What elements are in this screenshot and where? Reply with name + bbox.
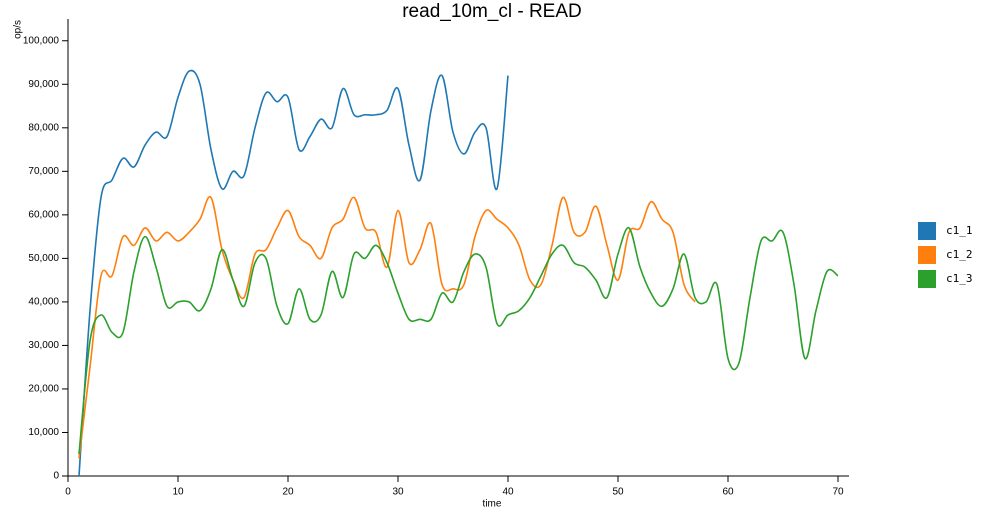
y-axis-label: op/s — [13, 20, 24, 39]
y-tick-label: 40,000 — [28, 297, 59, 308]
x-tick-label: 60 — [722, 487, 734, 498]
y-tick-label: 100,000 — [23, 35, 60, 46]
y-tick-label: 70,000 — [28, 166, 59, 177]
series-line — [78, 69, 509, 477]
y-tick-label: 60,000 — [28, 209, 59, 220]
series-line — [78, 227, 839, 455]
legend-label: c1_3 — [946, 272, 973, 285]
x-axis-label: time — [483, 499, 502, 510]
x-tick-label: 10 — [172, 487, 184, 498]
legend-swatch — [918, 270, 936, 288]
x-tick-label: 0 — [65, 487, 71, 498]
legend-label: c1_2 — [946, 248, 973, 261]
y-tick-label: 90,000 — [28, 79, 59, 90]
y-tick-label: 0 — [53, 471, 59, 482]
series-line — [78, 195, 696, 459]
x-tick-label: 70 — [832, 487, 844, 498]
chart-title: read_10m_cl - READ — [402, 1, 582, 22]
y-tick-label: 20,000 — [28, 384, 59, 395]
x-tick-label: 30 — [392, 487, 404, 498]
y-tick-label: 50,000 — [28, 253, 59, 264]
x-tick-label: 50 — [612, 487, 624, 498]
y-tick-label: 10,000 — [28, 427, 59, 438]
legend-swatch — [918, 246, 936, 264]
x-tick-label: 20 — [282, 487, 294, 498]
y-tick-label: 30,000 — [28, 340, 59, 351]
x-tick-label: 40 — [502, 487, 514, 498]
legend-label: c1_1 — [946, 224, 973, 237]
y-tick-label: 80,000 — [28, 122, 59, 133]
legend-swatch — [918, 222, 936, 240]
